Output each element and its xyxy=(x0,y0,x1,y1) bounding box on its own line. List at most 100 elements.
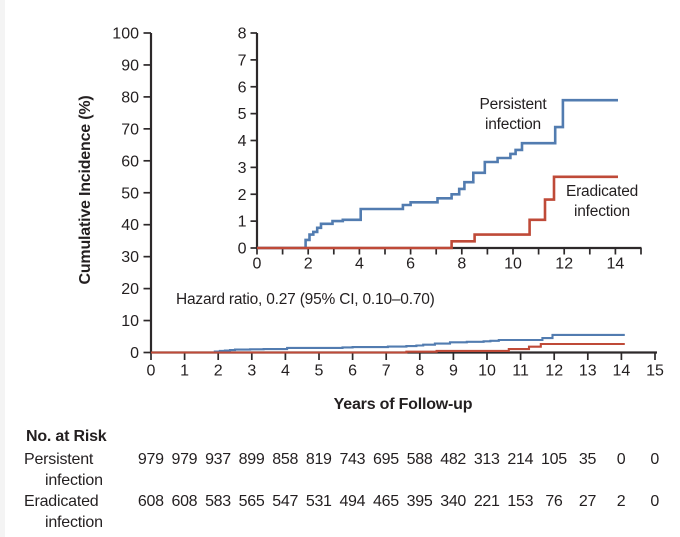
risk-value: 608 xyxy=(137,493,164,510)
risk-value: 979 xyxy=(171,451,198,468)
svg-text:1: 1 xyxy=(238,214,247,231)
risk-value: 153 xyxy=(507,493,534,510)
svg-text:4: 4 xyxy=(281,363,290,380)
svg-text:4: 4 xyxy=(355,256,364,273)
svg-text:3: 3 xyxy=(238,160,247,177)
risk-row-persistent-label-line1: Persistent xyxy=(24,451,94,468)
risk-value: 221 xyxy=(473,493,500,510)
eradicated-infection-label: Eradicated infection xyxy=(566,182,638,222)
svg-text:80: 80 xyxy=(121,89,139,106)
svg-text:2: 2 xyxy=(238,187,247,204)
svg-text:7: 7 xyxy=(382,363,391,380)
svg-text:1: 1 xyxy=(180,363,189,380)
hazard-ratio-annotation: Hazard ratio, 0.27 (95% CI, 0.10–0.70) xyxy=(176,291,435,308)
svg-text:6: 6 xyxy=(348,363,357,380)
risk-value: 395 xyxy=(406,493,433,510)
svg-text:14: 14 xyxy=(613,363,631,380)
svg-text:13: 13 xyxy=(579,363,597,380)
risk-value: 565 xyxy=(238,493,265,510)
persistent-label-line2: infection xyxy=(485,116,541,133)
svg-text:60: 60 xyxy=(121,153,139,170)
risk-value: 0 xyxy=(650,493,659,510)
persistent-label-line1: Persistent xyxy=(479,96,547,113)
risk-value: 695 xyxy=(373,451,399,468)
svg-text:5: 5 xyxy=(315,363,324,380)
svg-text:6: 6 xyxy=(238,79,247,96)
risk-row-eradicated-label-line1: Eradicated xyxy=(24,493,99,510)
risk-value: 547 xyxy=(272,493,299,510)
svg-text:0: 0 xyxy=(253,256,262,273)
risk-values-persistent: 979 979 937 899 858 819 743 695 588 482 313 214 105 3… xyxy=(134,451,672,469)
eradicated-label-line1: Eradicated xyxy=(565,183,639,200)
svg-text:10: 10 xyxy=(121,313,139,330)
risk-values-eradicated: 608 608 583 565 547 531 494 465 395 340 221 153 76 27… xyxy=(134,493,672,511)
svg-text:11: 11 xyxy=(512,363,529,380)
svg-text:8: 8 xyxy=(457,256,466,273)
svg-text:90: 90 xyxy=(121,57,139,74)
risk-value: 465 xyxy=(373,493,399,510)
risk-value: 583 xyxy=(205,493,231,510)
risk-value: 76 xyxy=(545,493,563,510)
eradicated-curve-inset xyxy=(257,175,618,250)
risk-row-eradicated-label-line2: infection xyxy=(45,514,103,531)
svg-text:9: 9 xyxy=(449,363,458,380)
risk-value: 2 xyxy=(616,493,626,510)
risk-value: 588 xyxy=(406,451,433,468)
risk-table-heading: No. at Risk xyxy=(26,428,107,445)
svg-text:100: 100 xyxy=(112,26,139,43)
risk-value: 979 xyxy=(137,451,164,468)
svg-text:2: 2 xyxy=(304,256,313,273)
risk-value: 35 xyxy=(578,451,597,468)
svg-text:15: 15 xyxy=(646,363,664,380)
svg-text:30: 30 xyxy=(121,249,139,266)
svg-text:14: 14 xyxy=(607,256,625,273)
risk-value: 743 xyxy=(339,451,366,468)
svg-text:10: 10 xyxy=(478,363,496,380)
svg-text:4: 4 xyxy=(238,133,247,150)
risk-value: 0 xyxy=(650,451,659,468)
risk-value: 494 xyxy=(339,493,366,510)
persistent-curve-inset xyxy=(257,98,618,250)
svg-text:2: 2 xyxy=(214,363,223,380)
svg-text:10: 10 xyxy=(504,256,522,273)
risk-value: 819 xyxy=(305,451,332,468)
risk-row-persistent-label-line2: infection xyxy=(45,472,103,489)
svg-text:12: 12 xyxy=(555,256,573,273)
svg-text:8: 8 xyxy=(415,363,424,380)
svg-text:6: 6 xyxy=(406,256,415,273)
risk-value: 0 xyxy=(616,451,626,468)
svg-text:0: 0 xyxy=(147,363,156,380)
scan-edge xyxy=(0,0,5,537)
eradicated-curve-main xyxy=(151,342,625,354)
eradicated-label-line2: infection xyxy=(574,203,630,220)
svg-text:5: 5 xyxy=(238,106,247,123)
persistent-infection-label: Persistent infection xyxy=(480,95,547,135)
risk-value: 937 xyxy=(205,451,231,468)
risk-value: 482 xyxy=(440,451,467,468)
risk-value: 858 xyxy=(272,451,299,468)
risk-value: 27 xyxy=(578,493,597,510)
svg-text:12: 12 xyxy=(545,363,563,380)
persistent-curve-main xyxy=(151,333,625,354)
risk-value: 105 xyxy=(541,451,567,468)
svg-text:3: 3 xyxy=(247,363,256,380)
y-axis-title: Cumulative Incidence (%) xyxy=(77,95,94,285)
svg-text:0: 0 xyxy=(130,345,139,362)
svg-text:70: 70 xyxy=(121,121,139,138)
risk-value: 899 xyxy=(238,451,265,468)
x-axis-title: Years of Follow-up xyxy=(333,396,473,413)
svg-text:20: 20 xyxy=(121,281,139,298)
svg-text:8: 8 xyxy=(238,26,247,43)
risk-value: 313 xyxy=(473,451,500,468)
risk-value: 608 xyxy=(171,493,198,510)
svg-text:0: 0 xyxy=(238,241,247,258)
svg-text:50: 50 xyxy=(121,185,139,202)
svg-text:40: 40 xyxy=(121,217,139,234)
risk-value: 340 xyxy=(440,493,467,510)
risk-value: 531 xyxy=(305,493,332,510)
svg-text:7: 7 xyxy=(238,52,247,69)
